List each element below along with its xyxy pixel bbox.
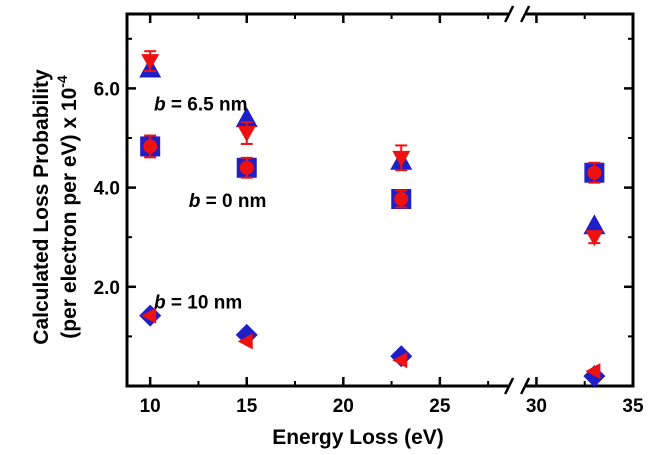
red-circle-marker [239,160,254,175]
y-axis-title-line1: Calculated Loss Probability [30,69,53,345]
red-triangle-left-marker [237,333,253,350]
red-circle-marker [587,165,602,180]
red-triangle-left-marker [392,352,408,369]
y-tick-label: 4.0 [94,179,120,200]
annotation-variable: b [154,94,166,115]
red-triangle-down-marker [392,150,411,167]
y-axis-title-exponent: -4 [54,75,70,88]
red-circle-marker [394,192,409,207]
red-triangle-down-marker [141,54,160,71]
annotation-value: = 6.5 nm [166,94,248,115]
red-triangle-down-marker [237,126,256,143]
y-axis-title-line2-text: (per electron per eV) x 10 [58,88,81,339]
x-tick-label: 10 [140,396,161,417]
annotation-value: = 0 nm [200,191,266,212]
axes: 10 15 20 25 30 35 2.0 4.0 6.0 [94,5,644,417]
axis-break-slash-bottom [520,377,531,395]
series-annotation: b = 0 nm [189,191,267,212]
axis-break-slash-top [504,5,515,23]
x-tick-label: 30 [526,396,547,417]
x-tick-label: 25 [429,396,451,417]
axis-break-slash-top [520,5,531,23]
axis-break-gap-top [508,10,527,18]
x-tick-label: 15 [236,396,258,417]
data-marks [139,50,606,388]
axis-break-gap-bottom [508,382,527,390]
plot-frame [125,12,635,388]
x-tick-label: 20 [333,396,354,417]
red-triangle-left-marker [585,363,601,380]
y-tick-label: 6.0 [94,79,120,100]
annotation-variable: b [154,293,166,314]
red-circle-marker [143,139,158,154]
annotations: b = 6.5 nmb = 0 nmb = 10 nm [154,94,266,313]
series-annotation: b = 10 nm [154,293,242,314]
x-tick-label: 35 [622,396,644,417]
x-axis-title: Energy Loss (eV) [272,426,444,449]
axis-break-slash-bottom [504,377,515,395]
annotation-value: = 10 nm [166,293,243,314]
red-triangle-left-marker [141,307,157,324]
blue-triangle-up-marker [583,214,606,235]
axis-labels: Energy Loss (eV) Calculated Loss Probabi… [30,69,444,449]
y-tick-label: 2.0 [94,278,120,299]
series-annotation: b = 6.5 nm [154,94,247,115]
annotation-variable: b [189,191,201,212]
red-triangle-down-marker [585,230,604,247]
y-axis-title-line2: (per electron per eV) x 10-4 [54,75,81,339]
